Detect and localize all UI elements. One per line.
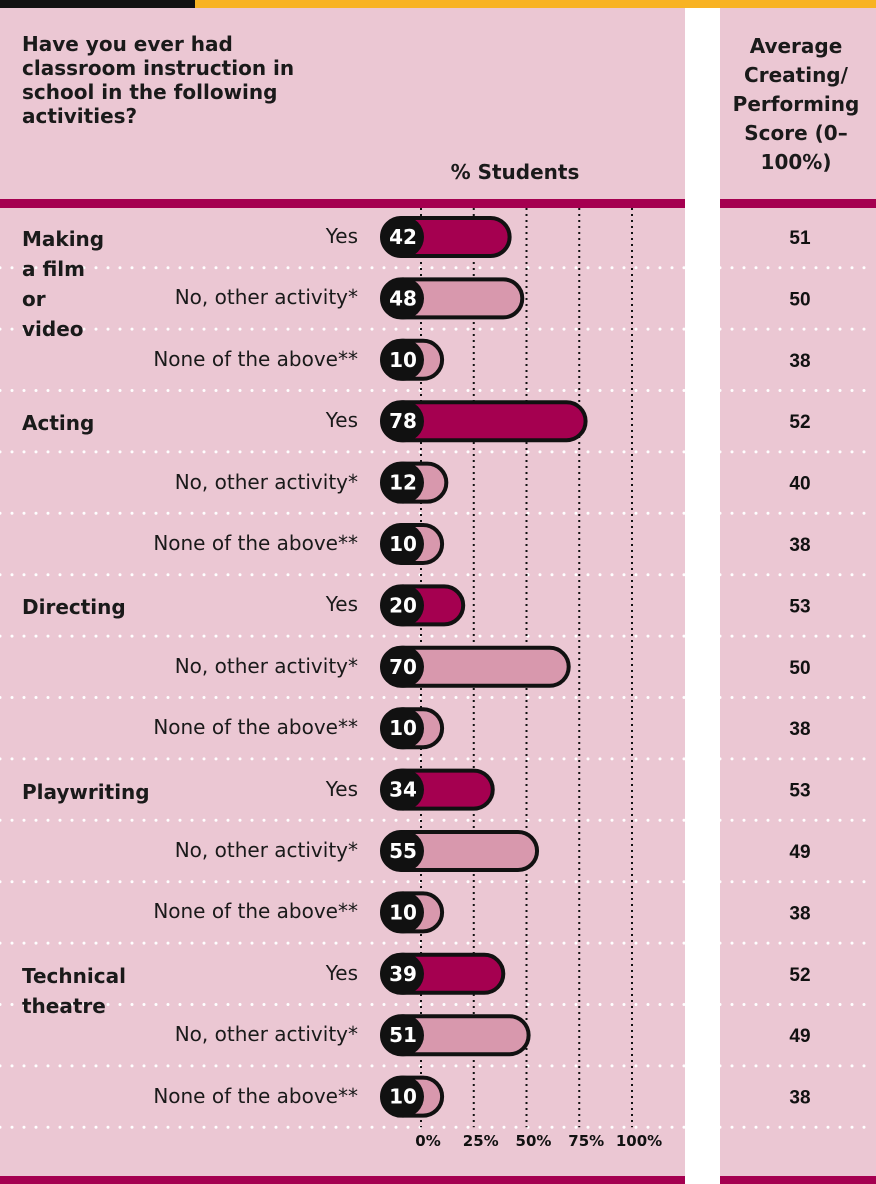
score: 53 bbox=[789, 596, 810, 617]
top-bar-dark bbox=[0, 0, 195, 8]
response-label: Yes bbox=[325, 224, 358, 248]
score: 50 bbox=[789, 658, 810, 679]
response-label: No, other activity* bbox=[174, 469, 358, 494]
score: 53 bbox=[789, 781, 810, 802]
response-label: No, other activity* bbox=[174, 1022, 358, 1047]
response-label: None of the above** bbox=[153, 531, 358, 555]
score: 52 bbox=[789, 412, 810, 433]
question: Have you ever had classroom instruction … bbox=[22, 32, 295, 128]
score: 38 bbox=[789, 351, 810, 372]
value-badge bbox=[382, 768, 424, 811]
value-label: 10 bbox=[389, 1085, 417, 1109]
value-badge bbox=[382, 277, 424, 320]
score: 38 bbox=[789, 903, 810, 924]
response-label: Yes bbox=[325, 960, 358, 985]
value-badge bbox=[382, 952, 424, 995]
response-label: No, other activity* bbox=[174, 653, 358, 678]
value-badge bbox=[382, 523, 424, 565]
score: 38 bbox=[789, 535, 810, 556]
score: 52 bbox=[789, 965, 810, 986]
value-label: 39 bbox=[389, 962, 417, 986]
value-badge bbox=[382, 584, 424, 627]
value-label: 78 bbox=[389, 409, 417, 433]
x-tick-label: 50% bbox=[516, 1132, 552, 1150]
response-label: Yes bbox=[325, 776, 358, 801]
group-label: Acting bbox=[22, 411, 95, 436]
score: 38 bbox=[789, 1088, 810, 1109]
value-label: 10 bbox=[389, 900, 417, 924]
value-badge bbox=[382, 1075, 424, 1118]
bottom-rule bbox=[720, 1176, 876, 1184]
score: 49 bbox=[789, 1026, 810, 1047]
score: 38 bbox=[789, 719, 810, 740]
top-bar-accent bbox=[195, 0, 876, 8]
response-label: None of the above** bbox=[153, 1083, 358, 1108]
value-label: 42 bbox=[389, 225, 417, 249]
value-badge bbox=[382, 338, 424, 381]
value-label: 10 bbox=[389, 532, 417, 556]
value-label: 34 bbox=[389, 778, 417, 802]
score: 51 bbox=[789, 228, 811, 249]
response-label: No, other activity* bbox=[174, 285, 358, 310]
value-label: 55 bbox=[389, 839, 417, 863]
header-rule bbox=[0, 199, 685, 208]
value-label: 51 bbox=[389, 1023, 417, 1047]
response-label: None of the above** bbox=[153, 899, 358, 924]
score-header: Average Creating/ Performing Score (0–10… bbox=[732, 34, 860, 174]
value-label: 10 bbox=[389, 716, 417, 740]
x-tick-label: 25% bbox=[463, 1132, 499, 1150]
value-badge bbox=[382, 400, 424, 443]
response-label: None of the above** bbox=[153, 346, 358, 371]
response-label: Yes bbox=[325, 408, 358, 433]
value-label: 10 bbox=[389, 348, 417, 372]
x-axis-label: % Students bbox=[450, 160, 580, 184]
value-badge bbox=[382, 645, 424, 688]
score: 49 bbox=[789, 842, 810, 863]
response-label: No, other activity* bbox=[174, 838, 358, 862]
x-tick-label: 0% bbox=[415, 1132, 440, 1150]
value-badge bbox=[382, 830, 424, 872]
value-badge bbox=[382, 216, 424, 258]
bottom-rule bbox=[0, 1176, 685, 1184]
value-label: 12 bbox=[389, 471, 417, 495]
group-label: Making a film or video bbox=[22, 227, 105, 341]
score: 50 bbox=[789, 289, 810, 310]
response-label: None of the above** bbox=[153, 715, 358, 740]
value-badge bbox=[382, 461, 424, 504]
score: 40 bbox=[789, 474, 810, 495]
x-tick-label: 100% bbox=[616, 1132, 662, 1150]
value-badge bbox=[382, 891, 424, 934]
value-badge bbox=[382, 707, 424, 750]
value-badge bbox=[382, 1014, 424, 1057]
value-label: 20 bbox=[389, 593, 417, 617]
header-rule bbox=[720, 199, 876, 208]
value-label: 70 bbox=[389, 655, 417, 679]
response-label: Yes bbox=[325, 592, 358, 617]
x-tick-label: 75% bbox=[568, 1132, 604, 1150]
value-label: 48 bbox=[389, 286, 417, 310]
column-gap bbox=[685, 8, 720, 1184]
